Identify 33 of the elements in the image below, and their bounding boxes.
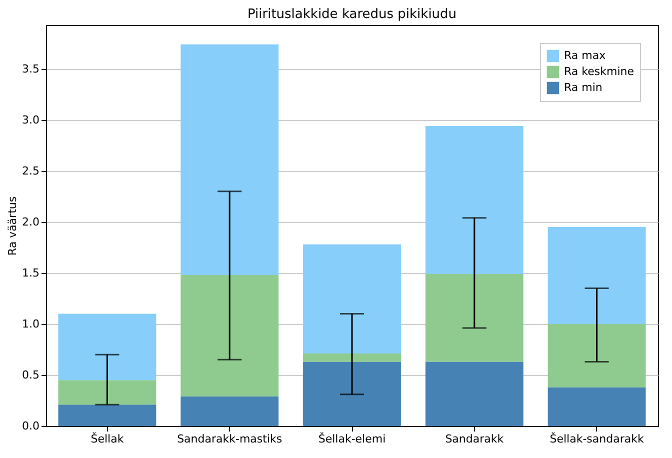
bar xyxy=(58,314,156,380)
x-tick-label: Šellak xyxy=(90,432,124,446)
x-tick-label: Sandarakk-mastiks xyxy=(177,432,282,446)
y-tick-label: 1.0 xyxy=(22,317,40,330)
bar xyxy=(425,362,524,426)
x-tick-label: Šellak-elemi xyxy=(318,432,386,446)
legend-label: Ra min xyxy=(564,81,602,94)
chart-title: Piirituslakkide karedus pikikiudu xyxy=(247,7,457,22)
bar xyxy=(548,227,646,324)
bar xyxy=(425,126,524,274)
x-tick-label: Šellak-sandarakk xyxy=(550,432,644,446)
bar xyxy=(303,362,401,426)
y-tick-label: 0.0 xyxy=(22,420,40,432)
bar xyxy=(303,244,401,354)
y-tick-label: 1.5 xyxy=(22,266,40,280)
bar xyxy=(180,396,279,426)
bar xyxy=(180,274,279,396)
bar xyxy=(425,274,524,362)
y-tick-label: 2.5 xyxy=(22,164,40,178)
bar xyxy=(58,380,156,405)
y-tick-label: 2.0 xyxy=(22,215,40,228)
bar xyxy=(303,354,401,362)
legend-label: Ra max xyxy=(564,49,606,62)
y-tick-label: 0.5 xyxy=(22,368,40,382)
legend-label: Ra keskmine xyxy=(564,65,634,78)
bar xyxy=(58,404,156,426)
bar xyxy=(548,324,646,388)
x-tick-label: Sandarakk xyxy=(445,432,504,446)
y-tick-label: 3.5 xyxy=(22,62,40,76)
y-axis-title: Ra väärtus xyxy=(6,196,20,256)
bar xyxy=(548,387,646,426)
y-tick-label: 3.0 xyxy=(22,113,40,126)
bar xyxy=(180,44,279,275)
